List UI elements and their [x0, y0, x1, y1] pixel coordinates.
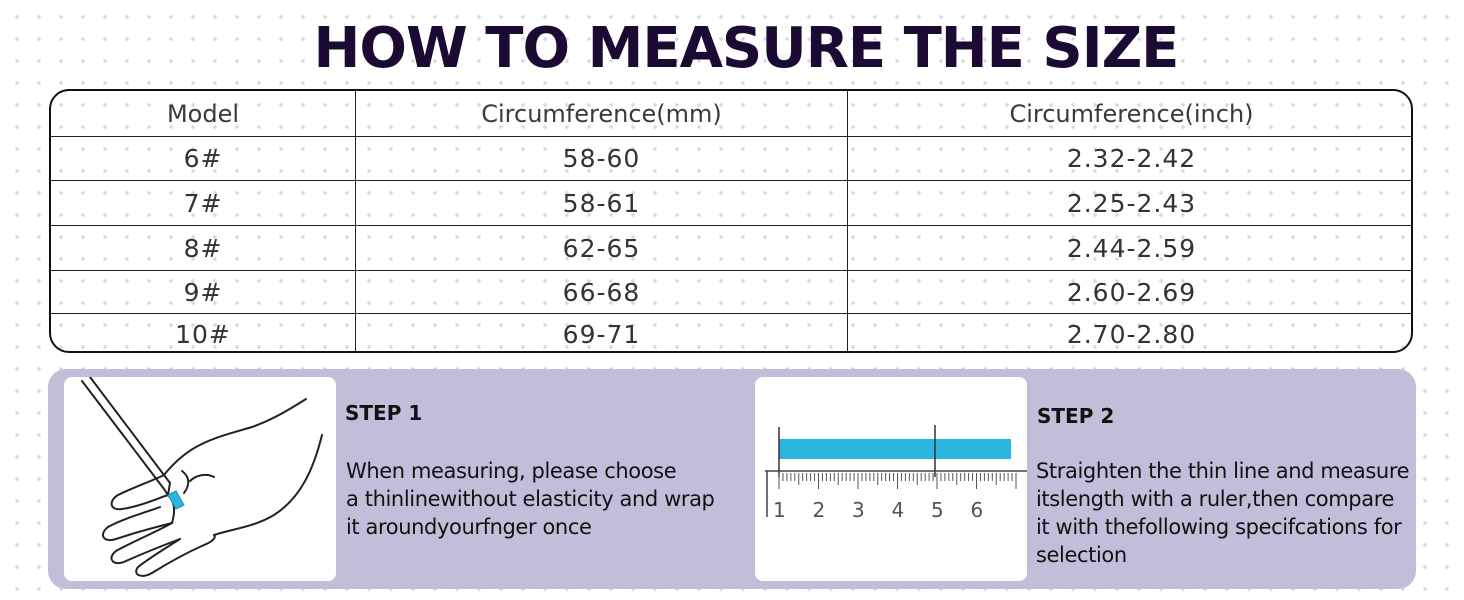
hand-illustration [64, 377, 336, 581]
ruler-illustration: 1 2 3 4 5 6 [755, 377, 1027, 581]
table-row: 8# 62-65 2.44-2.59 [51, 226, 1411, 271]
mm-cell: 69-71 [356, 314, 848, 351]
inch-cell: 2.60-2.69 [1066, 277, 1197, 307]
step-1-title: STEP 1 [345, 401, 423, 425]
header-circumference-inch: Circumference(inch) [1009, 99, 1254, 128]
mm-cell: 62-65 [356, 226, 848, 270]
step-2-text: Straighten the thin line and measure its… [1036, 459, 1410, 567]
model-cell: 8# [51, 226, 356, 270]
inch-cell: 2.70-2.80 [1066, 320, 1197, 349]
mm-cell: 58-61 [356, 181, 848, 225]
inch-cell: 2.32-2.42 [1066, 144, 1197, 173]
model-cell: 7# [51, 181, 356, 225]
ruler-number: 4 [892, 498, 905, 522]
ruler-number: 6 [971, 498, 984, 522]
inch-cell: 2.44-2.59 [1066, 233, 1197, 263]
mm-cell: 66-68 [356, 271, 848, 313]
ruler-icon: 1 2 3 4 5 6 [765, 425, 1027, 522]
mm-cell: 58-60 [356, 137, 848, 180]
model-cell: 9# [51, 271, 356, 313]
header-circumference-mm: Circumference(mm) [356, 91, 848, 136]
model-cell: 6# [51, 137, 356, 180]
ruler-number: 3 [852, 498, 865, 522]
steps-panel: STEP 1 When measuring, please choose a t… [48, 369, 1416, 589]
model-cell: 10# [51, 314, 356, 351]
size-table: Model Circumference(mm) Circumference(in… [49, 89, 1413, 353]
table-row: 10# 69-71 2.70-2.80 [51, 314, 1411, 351]
ruler-number: 5 [931, 498, 944, 522]
table-row: 9# 66-68 2.60-2.69 [51, 271, 1411, 314]
step-1-text: When measuring, please choose a thinline… [346, 459, 715, 539]
inch-cell: 2.25-2.43 [1066, 188, 1197, 218]
hand-measure-icon [81, 377, 323, 577]
table-header-row: Model Circumference(mm) Circumference(in… [51, 91, 1411, 137]
table-row: 6# 58-60 2.32-2.42 [51, 137, 1411, 181]
ruler-number: 1 [773, 498, 786, 522]
step-2-title: STEP 2 [1037, 404, 1115, 428]
ruler-number: 2 [813, 498, 826, 522]
header-model: Model [51, 91, 356, 136]
page-title: HOW TO MEASURE THE SIZE [313, 16, 1180, 81]
table-row: 7# 58-61 2.25-2.43 [51, 181, 1411, 226]
